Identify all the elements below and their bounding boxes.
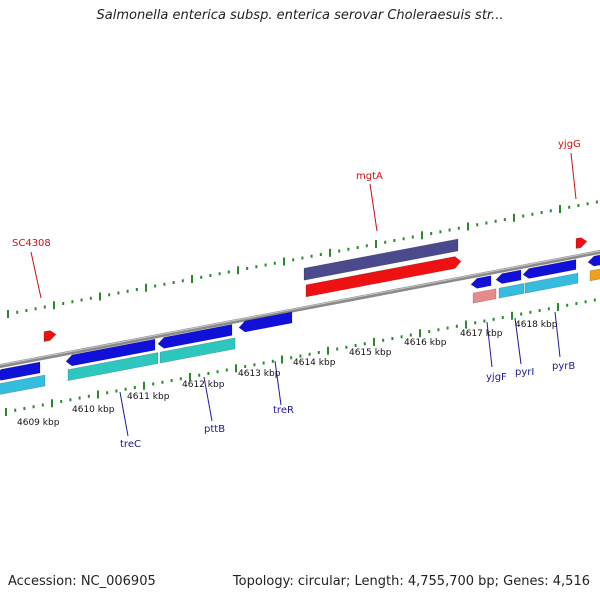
gene-arrow[interactable]	[67, 352, 159, 381]
scale-label: 4610 kbp	[72, 405, 115, 415]
scale-label: 4615 kbp	[349, 348, 392, 358]
gene-label[interactable]: yjgG	[558, 139, 581, 150]
leader-line	[514, 317, 522, 365]
scale-label: 4616 kbp	[404, 338, 447, 348]
gene-label[interactable]: pyrB	[552, 361, 575, 372]
leader-line	[203, 376, 213, 422]
leader-line	[570, 152, 577, 200]
leader-line	[274, 360, 282, 406]
chromosome-backbone	[0, 249, 600, 369]
gene-arrow[interactable]	[498, 283, 525, 299]
genome-title: Salmonella enterica subsp. enterica sero…	[96, 8, 504, 23]
gene-label[interactable]: treC	[120, 439, 141, 450]
gene-arrow[interactable]	[522, 259, 577, 279]
scale-label: 4609 kbp	[17, 418, 60, 428]
scale-label: 4614 kbp	[293, 358, 336, 368]
leader-line	[119, 391, 129, 437]
gene-label[interactable]: pttB	[204, 424, 225, 435]
gene-arrow[interactable]	[524, 272, 579, 294]
leader-line	[486, 321, 493, 368]
gene-label[interactable]: SC4308	[12, 238, 51, 249]
scale-label: 4618 kbp	[515, 320, 558, 330]
gene-arrow[interactable]	[587, 254, 600, 267]
gene-arrow[interactable]	[65, 338, 156, 367]
gene-arrow[interactable]	[495, 269, 522, 284]
gene-arrow[interactable]	[0, 361, 41, 381]
upper-tick-track	[7, 200, 598, 318]
gene-label[interactable]: mgtA	[356, 171, 383, 182]
scale-label: 4611 kbp	[127, 392, 170, 402]
scale-label: 4612 kbp	[182, 380, 225, 390]
gene-label[interactable]: pyrI	[515, 367, 534, 378]
lower-tick-track	[5, 298, 596, 416]
accession-label: Accession: NC_006905	[8, 574, 156, 589]
gene-arrow[interactable]	[238, 311, 293, 333]
gene-features	[0, 237, 600, 396]
scale-label: 4613 kbp	[238, 369, 281, 379]
gene-arrow[interactable]	[157, 324, 233, 349]
gene-arrow[interactable]	[472, 288, 497, 304]
gene-arrow[interactable]	[305, 256, 462, 298]
gene-arrow[interactable]	[159, 337, 236, 364]
gene-labels: SC4308 mgtA yjgG treC pttB treR yjgF pyrI pyrB	[12, 139, 581, 450]
gene-arrow[interactable]	[589, 268, 600, 282]
gene-label[interactable]: treR	[273, 405, 294, 416]
gene-arrow[interactable]	[43, 330, 57, 343]
gene-label[interactable]: yjgF	[486, 372, 507, 383]
leader-line	[554, 311, 561, 358]
label-leaders	[30, 152, 577, 437]
genome-summary: Topology: circular; Length: 4,755,700 bp…	[232, 574, 590, 589]
scale-labels: 4609 kbp 4610 kbp 4611 kbp 4612 kbp 4613 kbp…	[17, 320, 558, 428]
gene-arrow[interactable]	[470, 275, 492, 289]
leader-line	[30, 251, 42, 299]
chromosome-backbone-shine	[0, 250, 600, 366]
gene-arrow[interactable]	[303, 238, 459, 281]
gene-arrow[interactable]	[575, 237, 588, 249]
scale-label: 4617 kbp	[460, 329, 503, 339]
gene-arrow[interactable]	[0, 374, 46, 396]
leader-line	[369, 183, 378, 232]
